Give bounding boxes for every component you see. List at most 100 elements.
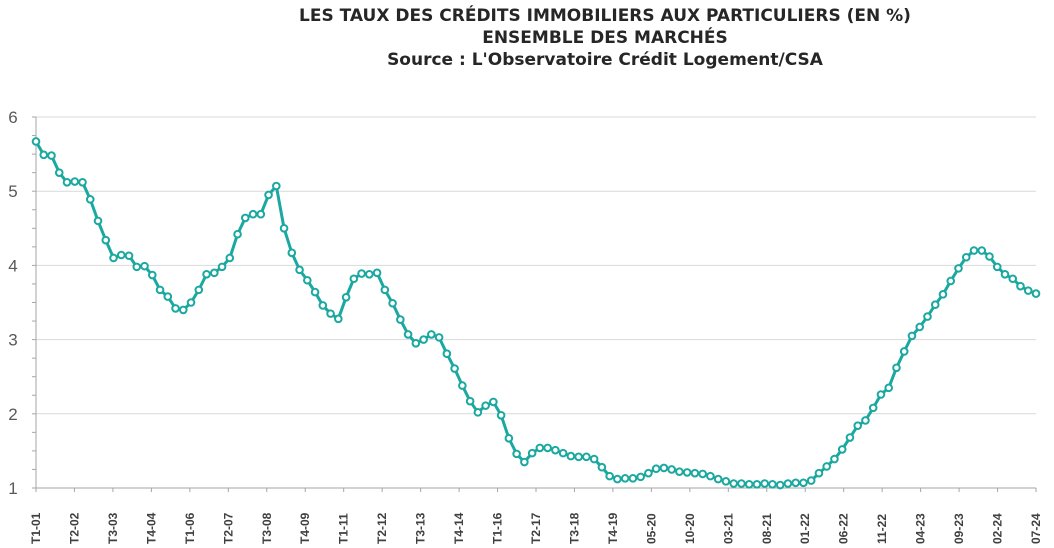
- x-tick-label: T4-19: [606, 512, 620, 544]
- data-point: [54, 168, 64, 177]
- data-point: [644, 468, 653, 478]
- data-point: [892, 363, 901, 373]
- data-point: [853, 421, 863, 430]
- data-point: [899, 347, 909, 356]
- data-point: [1016, 281, 1025, 291]
- data-point: [465, 396, 475, 406]
- data-point: [527, 448, 537, 458]
- data-point: [147, 270, 157, 280]
- y-tick-label: 4: [8, 256, 17, 275]
- data-point: [961, 252, 971, 262]
- data-point: [349, 274, 359, 284]
- data-point: [613, 474, 622, 484]
- data-point: [186, 298, 196, 307]
- data-point: [520, 457, 529, 467]
- data-point: [287, 248, 297, 258]
- y-tick-label: 1: [8, 479, 17, 498]
- data-point: [155, 285, 165, 295]
- data-point: [837, 445, 847, 454]
- data-point: [1000, 270, 1010, 279]
- data-point: [388, 298, 397, 308]
- data-point: [589, 454, 599, 464]
- data-point: [768, 479, 777, 489]
- data-point: [403, 330, 413, 339]
- data-point: [706, 471, 715, 481]
- x-tick-label: T3-08: [260, 512, 274, 544]
- data-point: [1008, 274, 1018, 284]
- chart-subtitle: ENSEMBLE DES MARCHÉS: [482, 28, 728, 48]
- x-tick-label: T4-09: [298, 512, 312, 544]
- x-tick-label: 03-21: [721, 513, 735, 544]
- data-point: [651, 464, 661, 474]
- data-point: [814, 468, 824, 478]
- data-point: [241, 213, 250, 223]
- x-tick-label: T2-07: [221, 512, 235, 544]
- data-point: [907, 331, 917, 341]
- x-tick-label: 06-22: [837, 513, 851, 544]
- data-point: [372, 268, 382, 278]
- data-point: [489, 397, 498, 407]
- data-point: [512, 449, 521, 459]
- data-point: [1023, 286, 1033, 295]
- data-point: [39, 150, 49, 160]
- data-point: [442, 349, 452, 358]
- data-point: [675, 467, 684, 476]
- data-point: [178, 305, 188, 315]
- data-point: [690, 468, 700, 478]
- data-point: [78, 177, 87, 187]
- data-point: [419, 335, 428, 344]
- data-point: [535, 443, 545, 453]
- data-point: [85, 195, 95, 204]
- data-point: [357, 269, 366, 278]
- chart-title: LES TAUX DES CRÉDITS IMMOBILIERS AUX PAR…: [299, 6, 911, 26]
- data-point: [116, 250, 126, 260]
- data-point: [915, 322, 925, 332]
- data-point: [163, 292, 173, 301]
- data-point: [93, 216, 103, 226]
- x-tick-label: T3-18: [567, 512, 581, 544]
- data-point: [977, 246, 987, 255]
- data-point: [194, 285, 204, 295]
- data-point: [543, 443, 552, 453]
- x-tick-label: T3-13: [414, 512, 428, 544]
- x-tick-label: T4-14: [452, 512, 466, 544]
- x-tick-label: 02-24: [991, 513, 1005, 544]
- data-point: [31, 137, 41, 146]
- data-point: [799, 478, 808, 488]
- data-point: [667, 465, 676, 474]
- data-point: [744, 479, 754, 489]
- data-point: [62, 177, 72, 187]
- data-point: [326, 309, 335, 318]
- data-point: [295, 265, 304, 275]
- data-point: [574, 452, 583, 462]
- data-point: [884, 383, 894, 393]
- data-point: [334, 314, 343, 324]
- x-tick-label: 05-20: [644, 513, 658, 544]
- data-point: [217, 262, 227, 272]
- series-line: [34, 140, 1037, 487]
- y-tick-label: 5: [8, 182, 17, 201]
- data-point: [628, 474, 638, 483]
- x-tick-label: T4-04: [144, 512, 158, 544]
- x-tick-label: 11-22: [875, 514, 889, 544]
- data-point: [682, 468, 692, 477]
- data-point: [256, 209, 266, 219]
- data-point: [132, 262, 142, 272]
- data-point: [341, 293, 351, 302]
- data-point: [830, 454, 839, 464]
- x-tick-label: T3-03: [106, 512, 120, 544]
- data-point: [233, 229, 242, 239]
- data-point: [109, 253, 118, 263]
- data-point: [861, 416, 870, 425]
- data-point: [985, 252, 994, 261]
- data-point: [597, 462, 607, 472]
- data-point: [868, 403, 878, 413]
- data-point: [713, 474, 723, 484]
- x-tick-label: 08-21: [760, 513, 774, 544]
- data-point: [791, 478, 800, 488]
- x-tick-label: 07-24: [1029, 513, 1043, 544]
- y-tick-label: 2: [8, 405, 17, 424]
- data-point: [279, 224, 289, 233]
- data-point: [752, 479, 762, 489]
